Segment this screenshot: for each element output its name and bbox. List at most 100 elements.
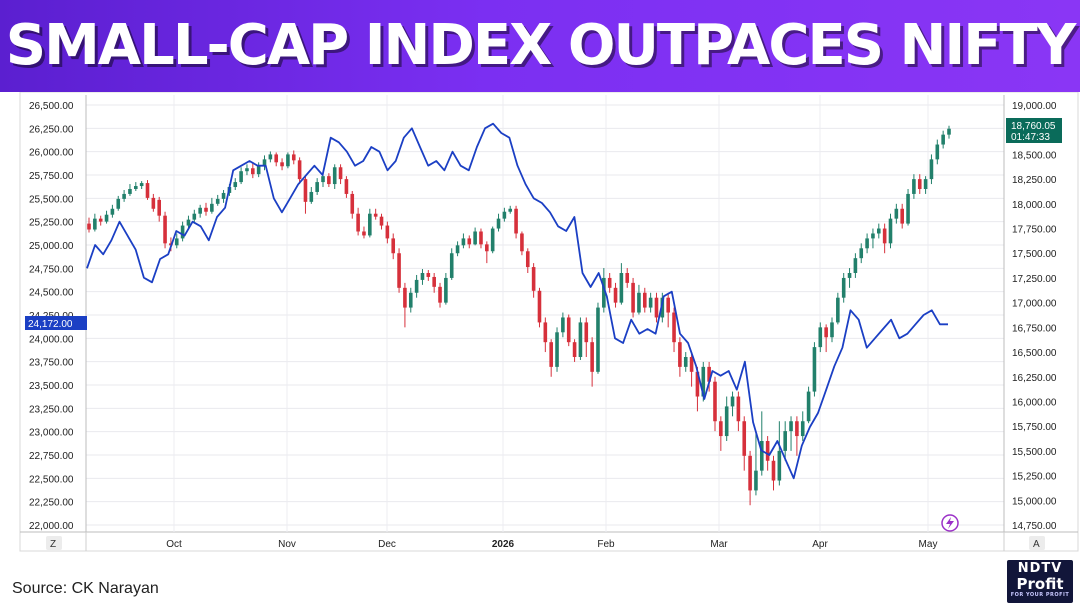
right-tick-label: 16,750.00 xyxy=(1012,323,1057,334)
candle-body xyxy=(174,238,179,246)
right-tick-label: 15,750.00 xyxy=(1012,422,1057,433)
candle-body xyxy=(157,199,162,216)
page-title: SMALL-CAP INDEX OUTPACES NIFTY xyxy=(5,13,1077,78)
left-tick-label: 26,500.00 xyxy=(29,101,74,112)
candle-body xyxy=(666,297,670,313)
candle-body xyxy=(789,421,793,432)
candle-body xyxy=(256,166,261,175)
candle-body xyxy=(163,215,167,244)
candle-body xyxy=(917,179,922,189)
x-tick-label: Nov xyxy=(278,539,296,550)
candle-body xyxy=(473,231,477,245)
candle-body xyxy=(853,258,858,273)
left-tick-label: 22,250.00 xyxy=(29,498,74,509)
right-tick-label: 15,500.00 xyxy=(1012,447,1057,458)
candle-body xyxy=(198,207,202,214)
candle-body xyxy=(836,297,840,323)
candle-body xyxy=(906,193,910,224)
source-credit: Source: CK Narayan xyxy=(12,580,159,597)
candle-body xyxy=(379,216,384,226)
candle-body xyxy=(783,431,787,451)
x-tick-label: Dec xyxy=(378,539,396,550)
right-tick-label: 17,500.00 xyxy=(1012,249,1057,260)
candle-body xyxy=(385,225,390,239)
left-tick-label: 24,500.00 xyxy=(29,288,74,299)
candle-body xyxy=(701,366,706,397)
candle-body xyxy=(748,455,752,491)
candle-body xyxy=(871,233,875,239)
left-tick-label: 23,000.00 xyxy=(29,428,74,439)
candle-body xyxy=(800,421,805,437)
candle-body xyxy=(947,128,951,135)
left-tick-label: 24,750.00 xyxy=(29,264,74,275)
right-tick-label: 16,000.00 xyxy=(1012,397,1057,408)
candle-body xyxy=(520,233,524,252)
candle-body xyxy=(561,317,565,333)
right-tick-label: 17,250.00 xyxy=(1012,274,1057,285)
right-tick-label: 15,000.00 xyxy=(1012,496,1057,507)
candle-body xyxy=(900,208,904,224)
candle-body xyxy=(531,267,536,291)
candle-body xyxy=(87,223,91,230)
candle-body xyxy=(912,179,916,194)
candle-body xyxy=(309,191,314,202)
left-tick-label: 26,250.00 xyxy=(29,124,74,135)
candle-body xyxy=(759,441,764,471)
candle-body xyxy=(204,207,208,212)
candle-body xyxy=(186,219,191,226)
smallcap-candles xyxy=(87,125,951,506)
left-tick-label: 23,750.00 xyxy=(29,358,74,369)
candle-body xyxy=(596,307,600,372)
candle-body xyxy=(525,251,530,268)
candle-body xyxy=(543,322,548,343)
candle-body xyxy=(695,371,700,397)
left-tick-label: 22,500.00 xyxy=(29,474,74,485)
candle-body xyxy=(98,218,103,222)
time-axis: Oct Nov Dec 2026 Feb Mar Apr May xyxy=(166,539,937,550)
candle-body xyxy=(847,273,852,278)
candle-body xyxy=(297,160,302,180)
candle-body xyxy=(397,253,401,288)
svg-text:A: A xyxy=(1033,539,1040,550)
nifty-line-layer xyxy=(86,122,948,480)
candle-body xyxy=(479,231,483,245)
candle-body xyxy=(689,357,694,372)
candle-body xyxy=(233,182,238,188)
x-tick-label: 2026 xyxy=(492,539,515,550)
ndtv-profit-logo: NDTV Profit FOR YOUR PROFIT xyxy=(1007,560,1073,603)
candle-body xyxy=(537,290,542,323)
candle-body xyxy=(438,286,442,303)
candle-body xyxy=(286,154,290,167)
candle-body xyxy=(145,183,150,198)
candle-body xyxy=(344,179,349,194)
candle-body xyxy=(549,342,553,367)
candle-body xyxy=(771,460,776,481)
candle-body xyxy=(590,342,594,372)
left-tick-label: 26,000.00 xyxy=(29,148,74,159)
candle-body xyxy=(449,253,454,278)
candle-body xyxy=(678,342,682,367)
candle-body xyxy=(672,312,676,343)
candle-body xyxy=(888,218,893,244)
candle-body xyxy=(215,198,220,204)
x-tick-label: Feb xyxy=(597,539,615,550)
auto-scale-button[interactable]: A xyxy=(1029,536,1045,550)
candle-body xyxy=(882,228,887,244)
candle-body xyxy=(824,327,828,338)
candle-body xyxy=(338,167,343,180)
chart-area[interactable]: 26,500.00 26,250.00 26,000.00 25,750.00 25,5… xyxy=(0,92,1080,560)
candle-body xyxy=(432,276,436,287)
candle-body xyxy=(578,322,583,357)
x-tick-label: Mar xyxy=(710,539,728,550)
lightning-icon[interactable] xyxy=(941,514,959,532)
right-tick-label: 18,250.00 xyxy=(1012,175,1057,186)
candle-body xyxy=(315,182,319,192)
candle-body xyxy=(941,134,945,145)
candle-body xyxy=(210,203,214,212)
left-tick-label: 23,250.00 xyxy=(29,404,74,415)
svg-text:18,760.05: 18,760.05 xyxy=(1011,121,1056,132)
candle-body xyxy=(403,287,407,308)
left-tick-label: 23,500.00 xyxy=(29,381,74,392)
zoom-button[interactable]: Z xyxy=(46,536,62,550)
candle-body xyxy=(245,168,249,172)
